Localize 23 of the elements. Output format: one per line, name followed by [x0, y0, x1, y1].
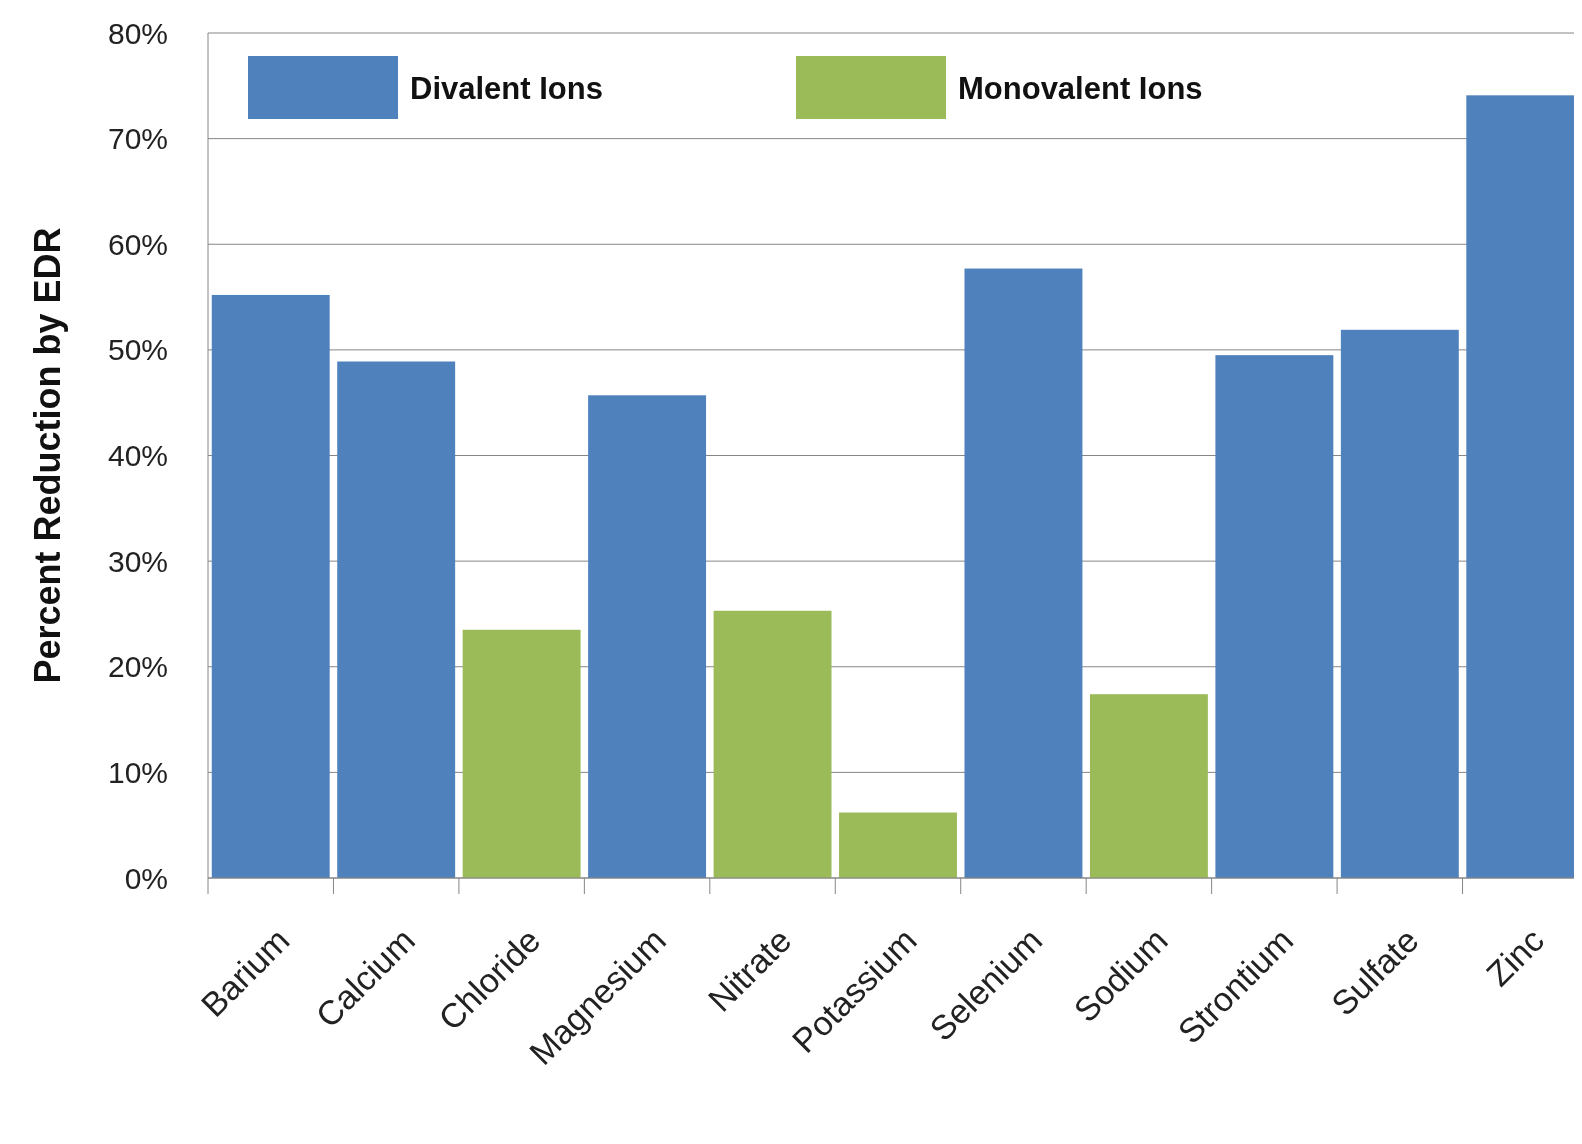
- y-tick-label: 50%: [107, 333, 168, 367]
- y-tick-label: 10%: [107, 755, 168, 789]
- bar: [588, 395, 707, 878]
- bar: [964, 268, 1083, 878]
- bar: [839, 812, 957, 878]
- y-tick-label: 80%: [107, 16, 168, 50]
- bar: [713, 610, 832, 878]
- y-axis-title: Percent Reduction by EDR: [27, 227, 68, 684]
- bar: [337, 361, 456, 878]
- bar: [1215, 355, 1334, 878]
- y-tick-label: 70%: [107, 122, 168, 156]
- legend-label: Monovalent Ions: [958, 70, 1203, 106]
- bar: [1340, 329, 1459, 878]
- x-tick-label: Zinc: [1478, 920, 1552, 994]
- bar: [211, 294, 330, 878]
- bar: [462, 629, 581, 878]
- y-tick-label: 60%: [107, 227, 168, 261]
- y-tick-label: 40%: [107, 439, 168, 472]
- y-tick-label: 0%: [124, 861, 168, 895]
- bar: [1089, 694, 1208, 878]
- legend-label: Divalent Ions: [410, 70, 603, 106]
- y-tick-label: 30%: [107, 544, 168, 578]
- y-tick-label: 20%: [107, 650, 168, 684]
